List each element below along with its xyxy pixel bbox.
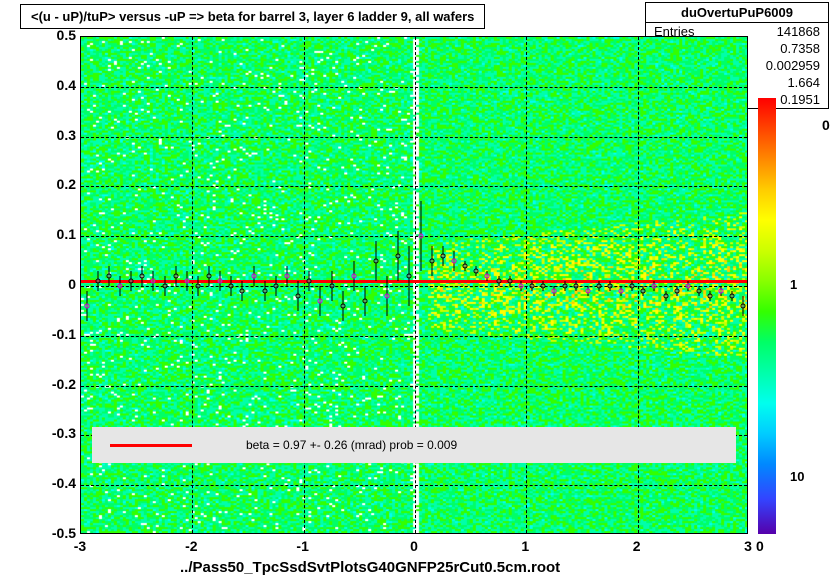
x-tick-label: 0 <box>399 538 429 554</box>
legend-text: beta = 0.97 +- 0.26 (mrad) prob = 0.009 <box>246 438 457 452</box>
legend-box: beta = 0.97 +- 0.26 (mrad) prob = 0.009 <box>92 427 736 463</box>
y-tick-label: 0.3 <box>26 127 76 143</box>
y-tick-label: -0.2 <box>26 376 76 392</box>
x-tick-label: -1 <box>288 538 318 554</box>
extra-label-bottom: 0 <box>756 538 764 554</box>
colorbar <box>758 98 776 534</box>
y-tick-label: -0.3 <box>26 425 76 441</box>
x-tick-label: 2 <box>622 538 652 554</box>
stats-name: duOvertuPuP6009 <box>646 3 828 23</box>
y-tick-label: 0.2 <box>26 176 76 192</box>
stats-value: 0.1951 <box>780 92 820 107</box>
y-tick-label: 0 <box>26 276 76 292</box>
y-tick-label: 0.1 <box>26 226 76 242</box>
stats-value: 1.664 <box>787 75 820 90</box>
x-tick-label: 1 <box>510 538 540 554</box>
x-tick-label: -3 <box>65 538 95 554</box>
colorbar-tick-label: 1 <box>790 277 797 292</box>
y-tick-label: -0.4 <box>26 475 76 491</box>
y-tick-label: -0.1 <box>26 326 76 342</box>
stats-value: 0.7358 <box>780 41 820 56</box>
extra-label-right: 0 <box>822 117 830 133</box>
stats-value: 141868 <box>777 24 820 39</box>
y-tick-label: 0.5 <box>26 27 76 43</box>
colorbar-tick-label: 10 <box>790 469 804 484</box>
chart-title: <(u - uP)/tuP> versus -uP => beta for ba… <box>20 4 485 29</box>
legend-line-sample <box>110 444 192 447</box>
x-tick-label: -2 <box>176 538 206 554</box>
x-axis-title: ../Pass50_TpcSsdSvtPlotsG40GNFP25rCut0.5… <box>180 559 560 576</box>
stats-value: 0.002959 <box>766 58 820 73</box>
fit-line <box>81 280 747 283</box>
y-tick-label: 0.4 <box>26 77 76 93</box>
